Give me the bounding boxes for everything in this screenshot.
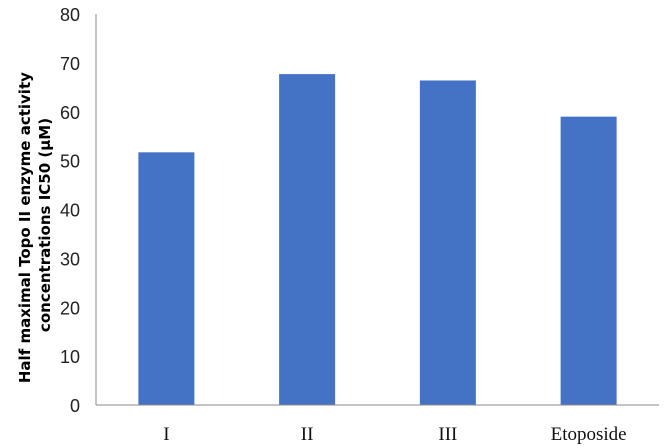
y-axis-label-line-2: concentrations IC50 (µM) <box>36 118 54 332</box>
bar-iii <box>419 80 476 405</box>
x-category-label: I <box>163 424 169 445</box>
y-tick-label: 50 <box>60 152 80 172</box>
y-tick-label: 70 <box>60 54 80 74</box>
x-category-label: III <box>438 424 457 445</box>
y-axis-label-line-1: Half maximal Topo II enzyme activity <box>16 72 34 383</box>
bar-i <box>138 152 195 405</box>
y-tick-label: 60 <box>60 103 80 123</box>
x-category-label: II <box>301 424 314 445</box>
y-tick-label: 30 <box>60 249 80 269</box>
x-category-label: Etoposide <box>551 424 627 445</box>
y-tick-label: 80 <box>60 5 80 25</box>
y-tick-label: 10 <box>60 347 80 367</box>
bar-ii <box>279 74 336 406</box>
y-tick-label: 0 <box>70 396 80 416</box>
y-axis-label: Half maximal Topo II enzyme activity con… <box>16 67 54 383</box>
y-tick-label: 40 <box>60 201 80 221</box>
bar-etoposide <box>560 116 617 405</box>
y-tick-label: 20 <box>60 298 80 318</box>
